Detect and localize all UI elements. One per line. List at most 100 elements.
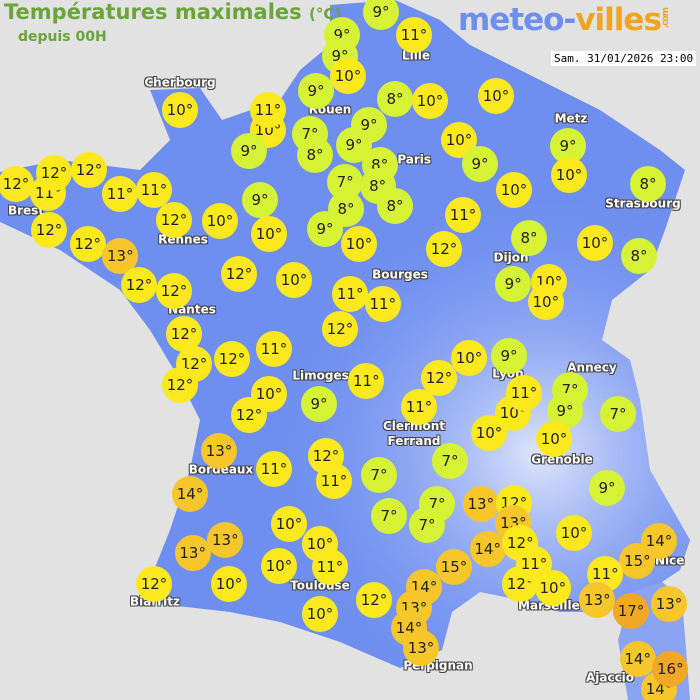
temperature-marker[interactable]: 12° bbox=[71, 152, 107, 188]
city-label: Marseille bbox=[518, 598, 580, 613]
temperature-marker[interactable]: 11° bbox=[102, 176, 138, 212]
temperature-marker[interactable]: 10° bbox=[577, 225, 613, 261]
temperature-marker[interactable]: 10° bbox=[330, 57, 366, 94]
temperature-marker[interactable]: 10° bbox=[471, 415, 507, 452]
temperature-marker[interactable]: 14° bbox=[469, 531, 506, 567]
temperature-marker[interactable]: 8° bbox=[377, 81, 413, 117]
temperature-marker[interactable]: 12° bbox=[231, 396, 267, 433]
temperature-marker[interactable]: 12° bbox=[0, 166, 34, 202]
temperature-marker[interactable]: 10° bbox=[276, 262, 312, 298]
temperature-marker[interactable]: 7° bbox=[371, 498, 407, 534]
meteo-villes-logo[interactable]: meteo-villes.com bbox=[458, 2, 671, 38]
temperature-marker[interactable]: 10° bbox=[211, 566, 247, 602]
temperature-marker[interactable]: 11° bbox=[348, 363, 385, 399]
temperature-marker[interactable]: 10° bbox=[527, 284, 564, 321]
temperature-marker[interactable]: 10° bbox=[496, 172, 532, 208]
temperature-marker[interactable]: 7° bbox=[432, 443, 468, 479]
temperature-marker[interactable]: 10° bbox=[478, 78, 514, 114]
temperature-marker[interactable]: 12° bbox=[31, 212, 67, 248]
temperature-marker[interactable]: 9° bbox=[231, 132, 267, 169]
temperature-marker[interactable]: 12° bbox=[121, 267, 157, 303]
temperature-marker[interactable]: 10° bbox=[536, 421, 572, 457]
temperature-marker[interactable]: 12° bbox=[136, 566, 172, 602]
temperature-marker[interactable]: 10° bbox=[534, 569, 571, 606]
temperature-marker[interactable]: 9° bbox=[495, 266, 532, 302]
temperature-marker[interactable]: 16° bbox=[652, 651, 689, 687]
temperature-marker[interactable]: 11° bbox=[250, 91, 286, 128]
temperature-marker[interactable]: 13° bbox=[651, 586, 687, 622]
city-label: Grenoble bbox=[531, 452, 593, 467]
temperature-marker[interactable]: 11° bbox=[332, 276, 369, 312]
city-label: Cherbourg bbox=[144, 75, 216, 90]
temperature-marker[interactable]: 12° bbox=[69, 226, 106, 262]
temperature-marker[interactable]: 12° bbox=[214, 341, 250, 377]
temperature-marker[interactable]: 13° bbox=[579, 582, 616, 618]
temperature-marker[interactable]: 11° bbox=[364, 286, 401, 322]
temperature-marker[interactable]: 12° bbox=[162, 367, 198, 403]
temperature-marker[interactable]: 12° bbox=[221, 256, 257, 292]
temperature-marker[interactable]: 10° bbox=[556, 515, 592, 551]
temperature-marker[interactable]: 10° bbox=[261, 548, 297, 585]
temperature-marker[interactable]: 10° bbox=[551, 157, 587, 193]
temperature-marker[interactable]: 11° bbox=[256, 331, 292, 367]
temperature-marker[interactable]: 17° bbox=[613, 593, 649, 629]
temperature-marker[interactable]: 9° bbox=[298, 73, 334, 110]
temperature-marker[interactable]: 13° bbox=[207, 522, 244, 558]
temperature-marker[interactable]: 11° bbox=[396, 17, 432, 53]
temperature-marker[interactable]: 10° bbox=[341, 226, 377, 262]
temperature-marker[interactable]: 11° bbox=[506, 374, 542, 411]
temperature-marker[interactable]: 9° bbox=[301, 386, 337, 422]
temperature-marker[interactable]: 11° bbox=[445, 197, 481, 233]
temperature-marker[interactable]: 10° bbox=[451, 339, 487, 376]
temperature-marker[interactable]: 12° bbox=[156, 273, 192, 310]
city-label: Brest bbox=[7, 203, 45, 218]
temperature-marker[interactable]: 11° bbox=[136, 172, 172, 208]
temperature-marker[interactable]: 11° bbox=[401, 389, 437, 426]
temperature-marker[interactable]: 15° bbox=[619, 543, 656, 580]
map-title: Températures maximales (°C) bbox=[4, 0, 341, 24]
temperature-marker[interactable]: 8° bbox=[621, 238, 657, 274]
temperature-marker[interactable]: 10° bbox=[271, 506, 307, 542]
city-label: Annecy bbox=[567, 360, 617, 375]
temperature-marker[interactable]: 12° bbox=[36, 154, 72, 191]
temperature-marker[interactable]: 7° bbox=[409, 506, 445, 543]
city-label: Strasbourg bbox=[605, 196, 681, 211]
temperature-marker[interactable]: 8° bbox=[297, 137, 333, 173]
temperature-marker[interactable]: 9° bbox=[589, 470, 625, 506]
temperature-marker[interactable]: 7° bbox=[361, 457, 397, 493]
temperature-marker[interactable]: 10° bbox=[412, 83, 448, 119]
temperature-marker[interactable]: 8° bbox=[511, 220, 547, 256]
temperature-marker[interactable]: 13° bbox=[403, 629, 439, 666]
temperature-marker[interactable]: 13° bbox=[201, 433, 237, 470]
temperature-marker[interactable]: 12° bbox=[156, 201, 192, 238]
temperature-marker[interactable]: 8° bbox=[630, 166, 666, 202]
city-label: Limoges bbox=[292, 368, 349, 383]
temperature-marker[interactable]: 11° bbox=[516, 545, 552, 582]
temperature-marker[interactable]: 9° bbox=[363, 0, 399, 30]
title-text: Températures maximales bbox=[4, 0, 302, 24]
temperature-marker[interactable]: 13° bbox=[462, 486, 499, 522]
temperature-marker[interactable]: 9° bbox=[307, 211, 343, 247]
temperature-marker[interactable]: 9° bbox=[462, 146, 498, 182]
city-label: Ajaccio bbox=[585, 670, 635, 685]
temperature-marker[interactable]: 12° bbox=[426, 231, 462, 267]
temperature-marker[interactable]: 11° bbox=[316, 463, 352, 499]
temperature-marker[interactable]: 10° bbox=[302, 596, 338, 632]
temperature-marker[interactable]: 10° bbox=[202, 202, 238, 239]
temperature-marker[interactable]: 14° bbox=[172, 476, 208, 512]
temperature-marker[interactable]: 8° bbox=[377, 188, 413, 225]
temperature-marker[interactable]: 10° bbox=[251, 216, 287, 252]
temperature-marker[interactable]: 12° bbox=[356, 582, 392, 618]
temperature-marker[interactable]: 12° bbox=[322, 311, 358, 347]
temperature-marker[interactable]: 9° bbox=[491, 338, 527, 374]
city-label: Bordeaux bbox=[188, 462, 254, 477]
temperature-marker[interactable]: 15° bbox=[436, 548, 472, 585]
temperature-marker[interactable]: 7° bbox=[600, 396, 636, 432]
temperature-marker[interactable]: 14° bbox=[619, 641, 656, 677]
temperature-marker[interactable]: 11° bbox=[256, 451, 292, 487]
temperature-marker[interactable]: 10° bbox=[162, 92, 198, 128]
temperature-marker[interactable]: 11° bbox=[312, 549, 348, 585]
temperature-marker[interactable]: 9° bbox=[242, 182, 278, 218]
temperature-marker[interactable]: 13° bbox=[174, 535, 211, 571]
